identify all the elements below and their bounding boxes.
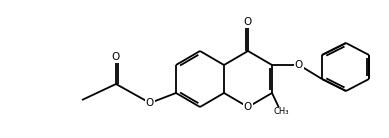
Text: O: O xyxy=(112,52,120,62)
Text: O: O xyxy=(146,98,154,108)
Text: CH₃: CH₃ xyxy=(273,108,289,116)
Text: O: O xyxy=(244,17,252,27)
Text: O: O xyxy=(295,60,303,70)
Text: O: O xyxy=(244,102,252,112)
